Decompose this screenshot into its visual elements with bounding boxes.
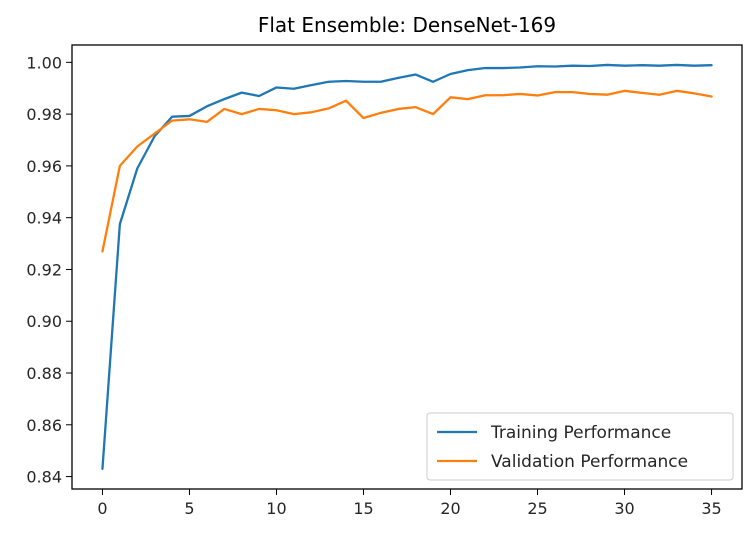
y-tick-label: 0.92	[26, 260, 62, 279]
legend-label-2: Validation Performance	[491, 452, 688, 472]
y-tick-label: 0.90	[26, 312, 62, 331]
y-tick-label: 0.86	[26, 416, 62, 435]
x-tick-label: 30	[614, 499, 634, 518]
x-tick-label: 0	[97, 499, 107, 518]
y-tick-label: 0.96	[26, 157, 62, 176]
series-line-1	[101, 63, 713, 470]
legend-box	[426, 412, 734, 481]
y-tick-label: 1.00	[26, 53, 62, 72]
y-tick-label: 0.84	[26, 468, 62, 487]
x-tick-label: 10	[266, 499, 286, 518]
y-tick-label: 0.98	[26, 105, 62, 124]
series-line-2	[101, 89, 713, 253]
y-axis: 0.84 0.86 0.88 0.90 0.92 0.94 0.96 0.98 1.00	[26, 53, 72, 487]
legend: Training Performance Validation Performan…	[426, 412, 734, 481]
x-tick-label: 5	[184, 499, 194, 518]
legend-label-1: Training Performance	[490, 423, 671, 443]
x-tick-label: 15	[353, 499, 373, 518]
x-tick-label: 25	[527, 499, 547, 518]
y-tick-label: 0.94	[26, 209, 62, 228]
plot-frame	[71, 44, 743, 490]
plot-lines	[101, 63, 713, 470]
x-tick-label: 35	[701, 499, 721, 518]
x-axis: 0 5 10 15 20 25 30 35	[97, 489, 722, 518]
x-tick-label: 20	[440, 499, 460, 518]
y-tick-label: 0.88	[26, 364, 62, 383]
chart-title: Flat Ensemble: DenseNet-169	[258, 13, 556, 37]
